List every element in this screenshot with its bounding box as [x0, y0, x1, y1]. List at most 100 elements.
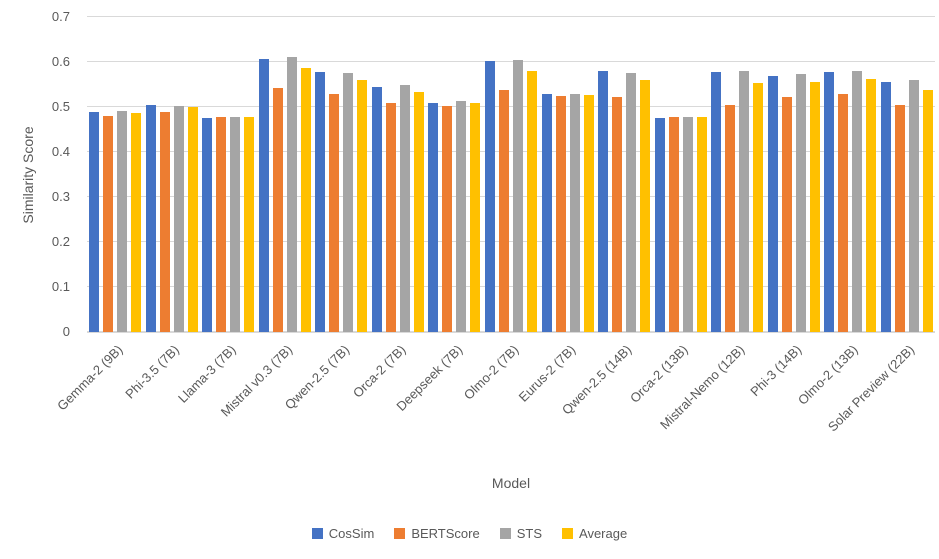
bar-bertscore [216, 117, 227, 332]
bar-average [187, 107, 198, 332]
x-axis-line [87, 332, 935, 333]
x-tick-labels-layer: Gemma-2 (9B) Phi-3.5 (7B) Llama-3 (7B) Mist… [54, 17, 935, 434]
bar-group [539, 17, 596, 332]
bar-sts [512, 60, 523, 332]
bar-sts [173, 105, 184, 332]
bar-sts [852, 71, 863, 332]
bar-sts [626, 72, 637, 332]
bar-sts [399, 84, 410, 332]
bar-average [809, 81, 820, 332]
x-axis-title: Model [491, 475, 531, 491]
legend-item-average: Average [562, 526, 627, 541]
bar-cossim [89, 112, 100, 332]
bar-group [652, 17, 709, 332]
bar-cossim [428, 103, 439, 332]
bar-group [709, 17, 766, 332]
bar-bertscore [103, 116, 114, 332]
gridline [87, 151, 935, 152]
bar-group [426, 17, 483, 332]
bar-bertscore [329, 93, 340, 332]
bar-sts [682, 117, 693, 332]
bar-sts [117, 111, 128, 332]
plot-area: Gemma-2 (9B) Phi-3.5 (7B) Llama-3 (7B) Mist… [54, 16, 935, 434]
bar-average [300, 67, 311, 332]
bar-sts [908, 80, 919, 332]
bar-group [144, 17, 201, 332]
bar-sts [230, 116, 241, 332]
bar-average [244, 117, 255, 332]
bar-cossim [654, 117, 665, 332]
gridline [87, 241, 935, 242]
y-tick-label: 0.1 [51, 279, 70, 294]
bar-cossim [880, 81, 891, 332]
bar-bertscore [385, 102, 396, 332]
bar-cossim [371, 86, 382, 332]
bar-bertscore [498, 89, 509, 332]
bar-group [822, 17, 879, 332]
y-tick-label: 0.6 [51, 54, 70, 69]
bar-sts [343, 73, 354, 332]
x-tick-label: Olmo-2 (7B) [460, 342, 522, 403]
bar-cossim [315, 71, 326, 332]
legend-item-sts: STS [499, 526, 543, 541]
bar-average [131, 113, 142, 332]
bar-sts [569, 93, 580, 332]
bar-group [596, 17, 653, 332]
bar-sts [286, 57, 297, 332]
bar-group [878, 17, 935, 332]
y-tick-label: 0.2 [51, 234, 70, 249]
bar-average [357, 79, 368, 332]
bar-bertscore [781, 96, 792, 332]
x-tick-label: Phi-3 (14B) [747, 342, 805, 400]
bar-cossim [598, 71, 609, 332]
legend-label: BERTScore [411, 526, 480, 541]
bar-cossim [484, 61, 495, 332]
gridline [87, 196, 935, 197]
bar-average [640, 80, 651, 332]
bar-average [470, 103, 481, 332]
bar-cossim [541, 94, 552, 332]
y-tick-label: 0.5 [51, 99, 70, 114]
bar-cossim [767, 75, 778, 332]
bar-cossim [824, 71, 835, 332]
legend-label: CosSim [328, 526, 375, 541]
bar-bertscore [272, 88, 283, 332]
bar-average [583, 94, 594, 332]
gridline [87, 106, 935, 107]
y-tick-label: 0.7 [51, 9, 70, 24]
y-axis-title-text: Similarity Score [20, 126, 36, 224]
legend-swatch-icon [562, 528, 574, 539]
legend-label: STS [516, 526, 543, 541]
legend-item-cossim: CosSim [311, 526, 375, 541]
bar-cossim [258, 58, 269, 332]
bar-group [370, 17, 427, 332]
bar-group [765, 17, 822, 332]
bar-bertscore [894, 105, 905, 332]
gridline [87, 61, 935, 62]
x-tick-label: Orca-2 (7B) [349, 342, 409, 401]
legend-swatch-icon [311, 528, 323, 539]
gridline [87, 16, 935, 17]
bar-bertscore [555, 96, 566, 332]
bar-group [483, 17, 540, 332]
bar-cossim [711, 71, 722, 332]
gridline [87, 331, 935, 332]
bar-average [413, 91, 424, 332]
bar-group [313, 17, 370, 332]
bar-bertscore [725, 105, 736, 332]
y-tick-label: 0.4 [51, 144, 70, 159]
x-tick-label: Gemma-2 (9B) [54, 342, 126, 414]
bar-group [200, 17, 257, 332]
bar-bertscore [668, 117, 679, 332]
bar-average [696, 117, 707, 332]
bar-bertscore [159, 111, 170, 332]
bar-groups-layer [87, 17, 935, 332]
legend: CosSim BERTScore STS Average [0, 526, 939, 541]
gridline [87, 286, 935, 287]
bar-average [866, 78, 877, 332]
legend-swatch-icon [499, 528, 511, 539]
bar-sts [795, 74, 806, 332]
bar-sts [456, 101, 467, 332]
y-tick-label: 0 [62, 324, 70, 339]
